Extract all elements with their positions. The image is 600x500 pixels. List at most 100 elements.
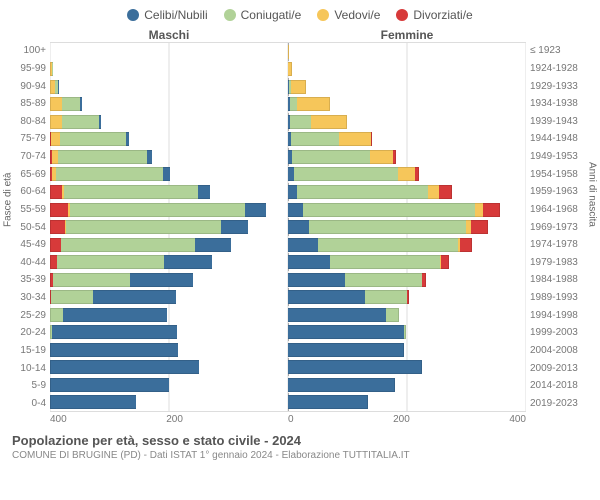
bar-segment — [50, 255, 57, 269]
bar-segment — [311, 115, 347, 129]
bar-segment — [398, 167, 415, 181]
bar-segment — [365, 290, 407, 304]
bar-segment — [288, 290, 365, 304]
birth-label: 1959-1963 — [526, 183, 588, 201]
bar-segment — [50, 343, 178, 357]
male-bar — [50, 167, 288, 181]
bar-segment — [221, 220, 248, 234]
female-bar — [288, 290, 526, 304]
bar-segment — [288, 360, 422, 374]
age-label: 35-39 — [12, 271, 50, 289]
plot-area — [50, 42, 526, 412]
bar-segment — [60, 132, 125, 146]
female-bar — [288, 273, 526, 287]
female-bar — [288, 203, 526, 217]
y-axis-age: 100+95-9990-9485-8980-8475-7970-7465-696… — [12, 42, 50, 412]
birth-label: 1954-1958 — [526, 165, 588, 183]
legend-item: Vedovi/e — [317, 8, 380, 22]
birth-label: 1984-1988 — [526, 271, 588, 289]
legend-swatch — [396, 9, 408, 21]
bar-segment — [288, 378, 395, 392]
legend-swatch — [317, 9, 329, 21]
birth-label: 1939-1943 — [526, 113, 588, 131]
male-bar — [50, 360, 288, 374]
y-left-axis-title: Fasce di età — [3, 173, 14, 227]
bar-segment — [288, 45, 289, 59]
bar-segment — [288, 238, 318, 252]
birth-label: 1934-1938 — [526, 95, 588, 113]
female-bar — [288, 62, 526, 76]
age-row — [50, 96, 526, 114]
female-bar — [288, 325, 526, 339]
bar-segment — [294, 167, 398, 181]
bar-segment — [460, 238, 472, 252]
age-label: 75-79 — [12, 130, 50, 148]
bar-segment — [56, 167, 163, 181]
y-axis-birth: ≤ 19231924-19281929-19331934-19381939-19… — [526, 42, 588, 412]
bar-segment — [61, 238, 195, 252]
bar-segment — [63, 308, 167, 322]
age-label: 80-84 — [12, 113, 50, 131]
age-label: 40-44 — [12, 254, 50, 272]
female-bar — [288, 115, 526, 129]
bar-segment — [415, 167, 420, 181]
birth-label: 1999-2003 — [526, 324, 588, 342]
legend-swatch — [127, 9, 139, 21]
birth-label: 1989-1993 — [526, 289, 588, 307]
female-bar — [288, 343, 526, 357]
age-row — [50, 288, 526, 306]
bar-segment — [290, 97, 297, 111]
bar-segment — [297, 185, 428, 199]
legend-label: Vedovi/e — [334, 8, 380, 22]
birth-label: 1944-1948 — [526, 130, 588, 148]
age-row — [50, 201, 526, 219]
female-bar — [288, 255, 526, 269]
x-tick-label: 400 — [50, 414, 67, 425]
male-bar — [50, 273, 288, 287]
age-label: 30-34 — [12, 289, 50, 307]
bar-segment — [147, 150, 152, 164]
birth-label: 1929-1933 — [526, 77, 588, 95]
bar-segment — [288, 308, 386, 322]
legend-item: Celibi/Nubili — [127, 8, 207, 22]
bar-segment — [58, 150, 147, 164]
age-row — [50, 148, 526, 166]
female-bar — [288, 45, 526, 59]
bar-segment — [51, 132, 60, 146]
male-bar — [50, 185, 288, 199]
bar-segment — [386, 308, 399, 322]
male-bar — [50, 378, 288, 392]
bar-segment — [291, 80, 306, 94]
age-label: 100+ — [12, 42, 50, 60]
female-bar — [288, 185, 526, 199]
legend-item: Divorziati/e — [396, 8, 472, 22]
male-bar — [50, 255, 288, 269]
age-row — [50, 218, 526, 236]
bar-segment — [53, 273, 130, 287]
bar-segment — [439, 185, 452, 199]
age-label: 0-4 — [12, 395, 50, 413]
age-row — [50, 43, 526, 61]
bar-segment — [50, 220, 65, 234]
bar-segment — [330, 255, 440, 269]
chart-subtitle: COMUNE DI BRUGINE (PD) - Dati ISTAT 1° g… — [12, 450, 588, 461]
bar-segment — [288, 343, 404, 357]
bar-segment — [309, 220, 467, 234]
male-bar — [50, 97, 288, 111]
birth-label: 2014-2018 — [526, 377, 588, 395]
bar-segment — [50, 308, 63, 322]
age-label: 85-89 — [12, 95, 50, 113]
chart-title: Popolazione per età, sesso e stato civil… — [12, 433, 588, 448]
label-female: Femmine — [288, 28, 526, 42]
male-bar — [50, 220, 288, 234]
bar-segment — [303, 203, 476, 217]
age-row — [50, 78, 526, 96]
bar-segment — [483, 203, 501, 217]
bar-segment — [245, 203, 266, 217]
male-bar — [50, 80, 288, 94]
population-pyramid-chart: Celibi/NubiliConiugati/eVedovi/eDivorzia… — [0, 0, 600, 500]
birth-label: ≤ 1923 — [526, 42, 588, 60]
female-bar — [288, 167, 526, 181]
x-tick-label: 200 — [393, 414, 410, 425]
bar-segment — [99, 115, 101, 129]
